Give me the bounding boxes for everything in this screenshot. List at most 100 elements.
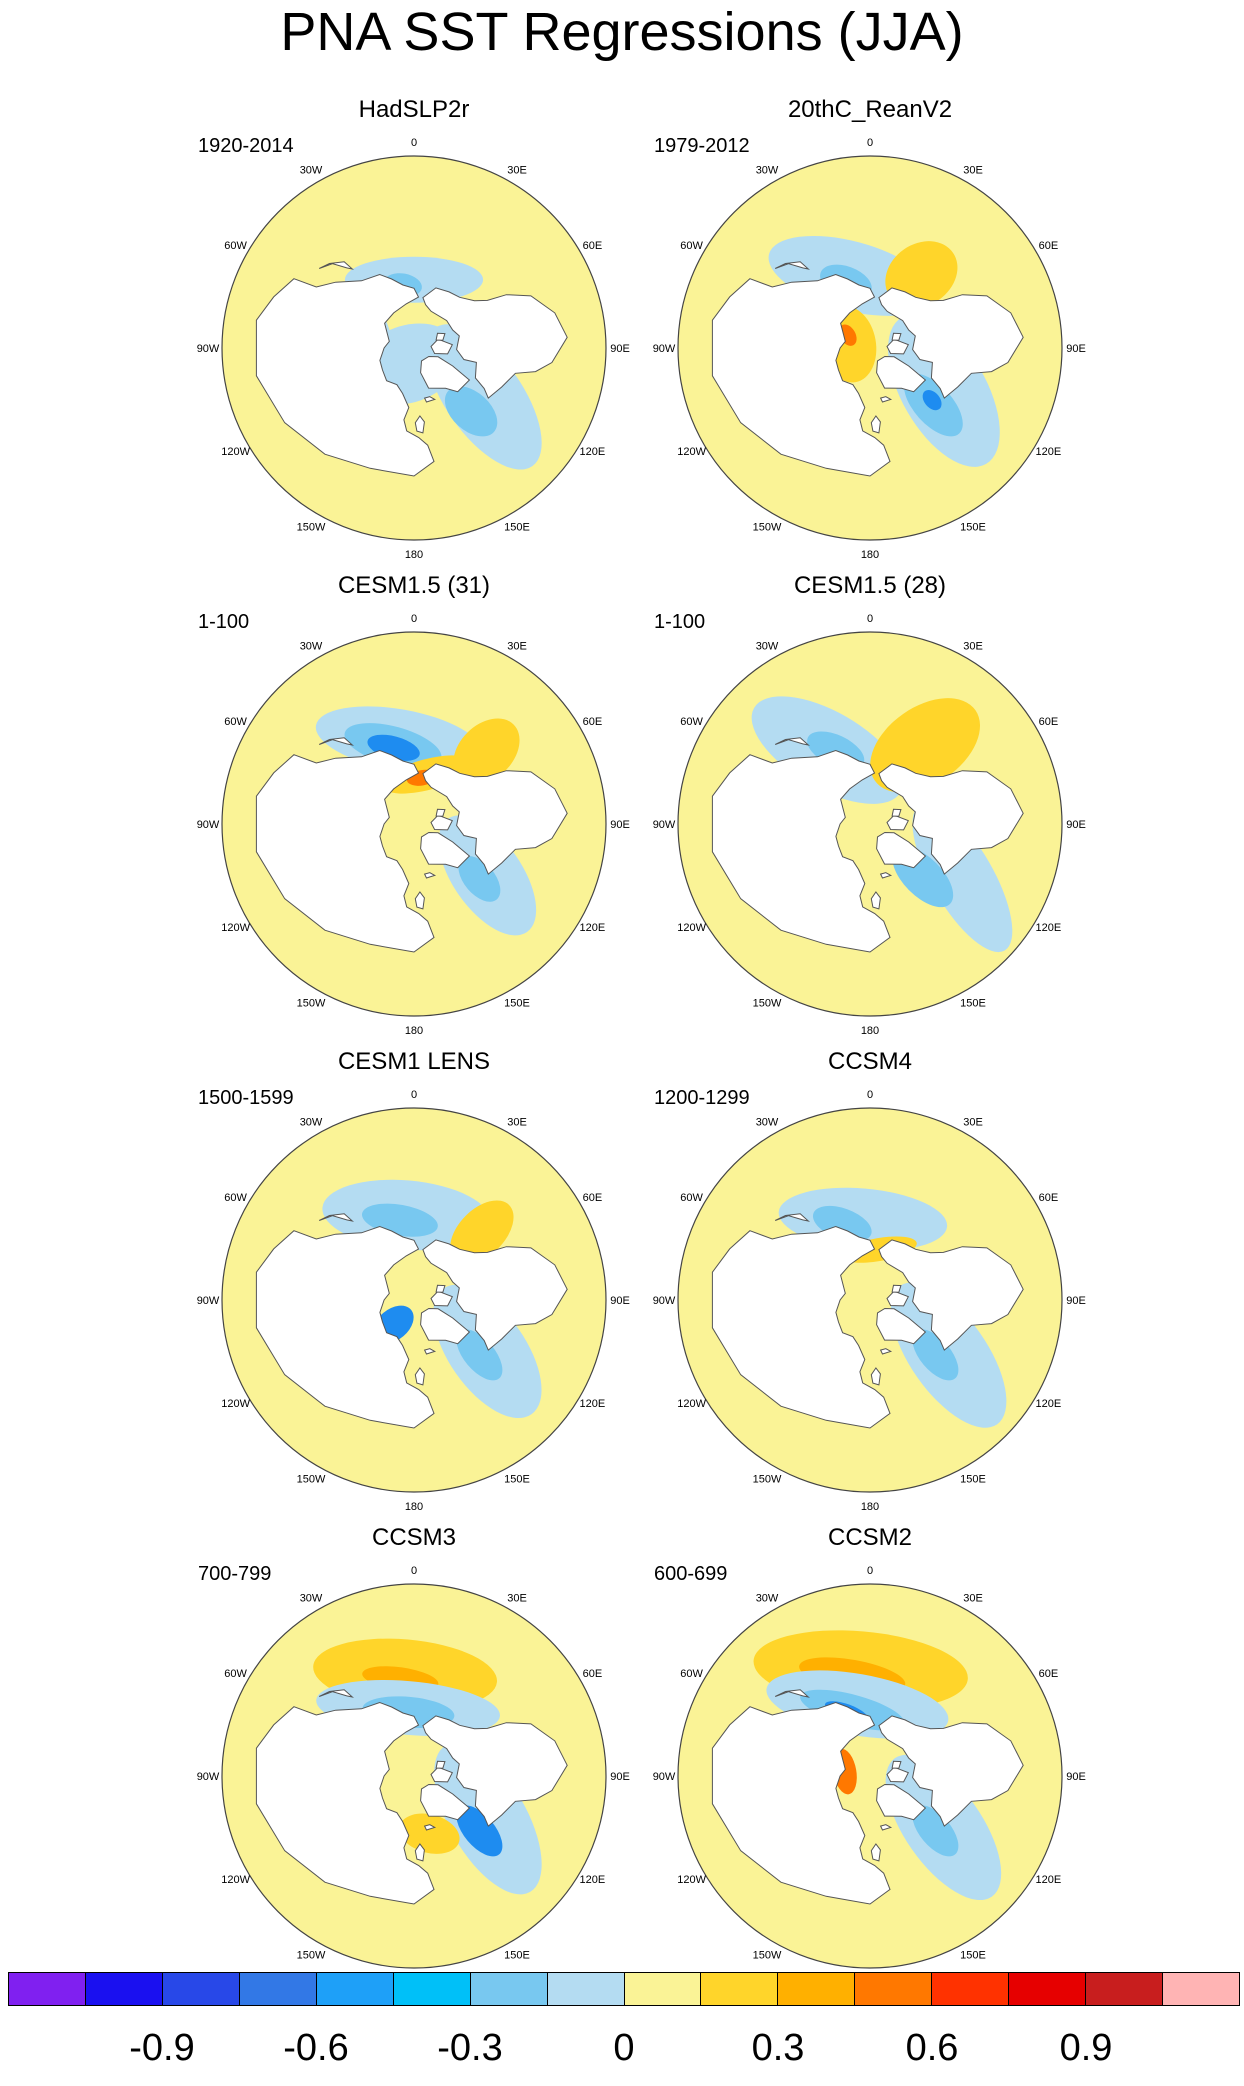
colorbar-tick-label: -0.3 — [437, 2027, 503, 2069]
land-japan — [318, 1213, 355, 1222]
longitude-label: 30W — [756, 1593, 779, 1605]
longitude-label: 180 — [861, 1501, 879, 1513]
panel-period: 1200-1299 — [654, 1087, 750, 1109]
longitude-label: 0 — [411, 613, 417, 625]
longitude-label: 180 — [405, 1025, 423, 1037]
polar-map: 180 150E 120E 90E 60E 30E 0 30W 60W 90W 120W 150W — [197, 613, 630, 1037]
longitude-label: 150W — [297, 521, 326, 533]
longitude-label: 60W — [680, 240, 703, 252]
longitude-label: 150E — [504, 521, 530, 533]
longitude-label: 120W — [677, 446, 706, 458]
colorbar-box — [624, 1972, 702, 2006]
land-north-america — [878, 287, 1024, 399]
sst-anomaly-region — [444, 386, 498, 437]
longitude-label: 0 — [411, 137, 417, 149]
land-arctic-island — [435, 808, 446, 817]
longitude-label: 120E — [580, 446, 606, 458]
land-eurasia — [255, 1225, 435, 1429]
panel-title: 20thC_ReanV2 — [787, 96, 953, 123]
longitude-label: 60E — [1039, 716, 1059, 728]
land-eurasia — [711, 1701, 891, 1905]
colorbar-tick-label: -0.9 — [129, 2027, 195, 2069]
land-greenland — [420, 355, 471, 393]
longitude-label: 60W — [680, 716, 703, 728]
land-greenland — [876, 1307, 927, 1345]
longitude-label: 120E — [1036, 1398, 1062, 1410]
sst-anomaly-region — [456, 1329, 503, 1381]
longitude-label: 150W — [297, 997, 326, 1009]
longitude-label: 90E — [610, 819, 630, 831]
land-north-america — [878, 1239, 1024, 1351]
map-border — [221, 631, 607, 1017]
longitude-label: 30E — [507, 641, 527, 653]
longitude-label: 90E — [610, 1771, 630, 1783]
longitude-label: 120W — [221, 1398, 250, 1410]
colorbar-box — [1163, 1972, 1240, 2006]
longitude-label: 0 — [411, 1565, 417, 1577]
land-arctic-island — [891, 1760, 902, 1769]
longitude-label: 90W — [197, 1771, 220, 1783]
longitude-label: 90W — [653, 1295, 676, 1307]
land-greenland — [876, 1783, 927, 1821]
panel-period: 1920-2014 — [198, 135, 294, 157]
colorbar-box — [239, 1972, 317, 2006]
land-eurasia — [255, 273, 435, 477]
longitude-label: 150E — [960, 1473, 986, 1485]
colorbar-box — [470, 1972, 548, 2006]
colorbar-box — [1009, 1972, 1087, 2006]
longitude-label: 30E — [507, 165, 527, 177]
panel-period: 1-100 — [198, 611, 250, 633]
longitude-label: 90E — [610, 343, 630, 355]
longitude-label: 150E — [504, 997, 530, 1009]
land-arctic-island — [891, 1284, 902, 1293]
longitude-label: 180 — [405, 549, 423, 561]
panel-title: CCSM2 — [827, 1524, 912, 1551]
land-uk — [414, 1843, 425, 1862]
map-border — [677, 631, 1063, 1017]
longitude-label: 30W — [300, 1117, 323, 1129]
land-japan — [774, 737, 811, 746]
longitude-label: 120E — [1036, 922, 1062, 934]
colorbar-tick-label: 0.9 — [1059, 2027, 1113, 2069]
longitude-label: 30W — [300, 1593, 323, 1605]
land-japan — [774, 1213, 811, 1222]
land-japan — [318, 261, 355, 270]
land-eurasia — [711, 273, 891, 477]
polar-map: 180 150E 120E 90E 60E 30E 0 30W 60W 90W 120W 150W — [653, 1089, 1086, 1513]
land-eurasia — [711, 749, 891, 953]
longitude-label: 60E — [583, 1668, 603, 1680]
longitude-label: 90W — [197, 343, 220, 355]
longitude-label: 60W — [224, 1668, 247, 1680]
longitude-label: 0 — [867, 1565, 873, 1577]
longitude-label: 60E — [583, 240, 603, 252]
longitude-label: 90W — [653, 1771, 676, 1783]
longitude-label: 120E — [580, 1874, 606, 1886]
panel-title: CCSM3 — [371, 1524, 456, 1551]
land-uk — [870, 415, 881, 434]
longitude-label: 90W — [653, 819, 676, 831]
colorbar-box — [701, 1972, 779, 2006]
polar-map: 180 150E 120E 90E 60E 30E 0 30W 60W 90W 120W 150W — [197, 1089, 630, 1513]
longitude-label: 60W — [224, 1192, 247, 1204]
land-eurasia — [255, 1701, 435, 1905]
longitude-label: 120W — [677, 922, 706, 934]
land-japan — [774, 261, 811, 270]
longitude-label: 90W — [653, 343, 676, 355]
map-border — [677, 1583, 1063, 1969]
map-border — [221, 1583, 607, 1969]
longitude-label: 180 — [405, 1501, 423, 1513]
land-iceland — [423, 396, 437, 403]
longitude-label: 150E — [960, 997, 986, 1009]
land-north-america — [878, 1715, 1024, 1827]
longitude-label: 150E — [960, 521, 986, 533]
land-north-america — [422, 287, 568, 399]
longitude-label: 30W — [756, 165, 779, 177]
land-iceland — [879, 396, 893, 403]
longitude-label: 150W — [753, 997, 782, 1009]
longitude-label: 120E — [1036, 446, 1062, 458]
colorbar-tick-label: -0.6 — [283, 2027, 349, 2069]
colorbar-box — [316, 1972, 394, 2006]
